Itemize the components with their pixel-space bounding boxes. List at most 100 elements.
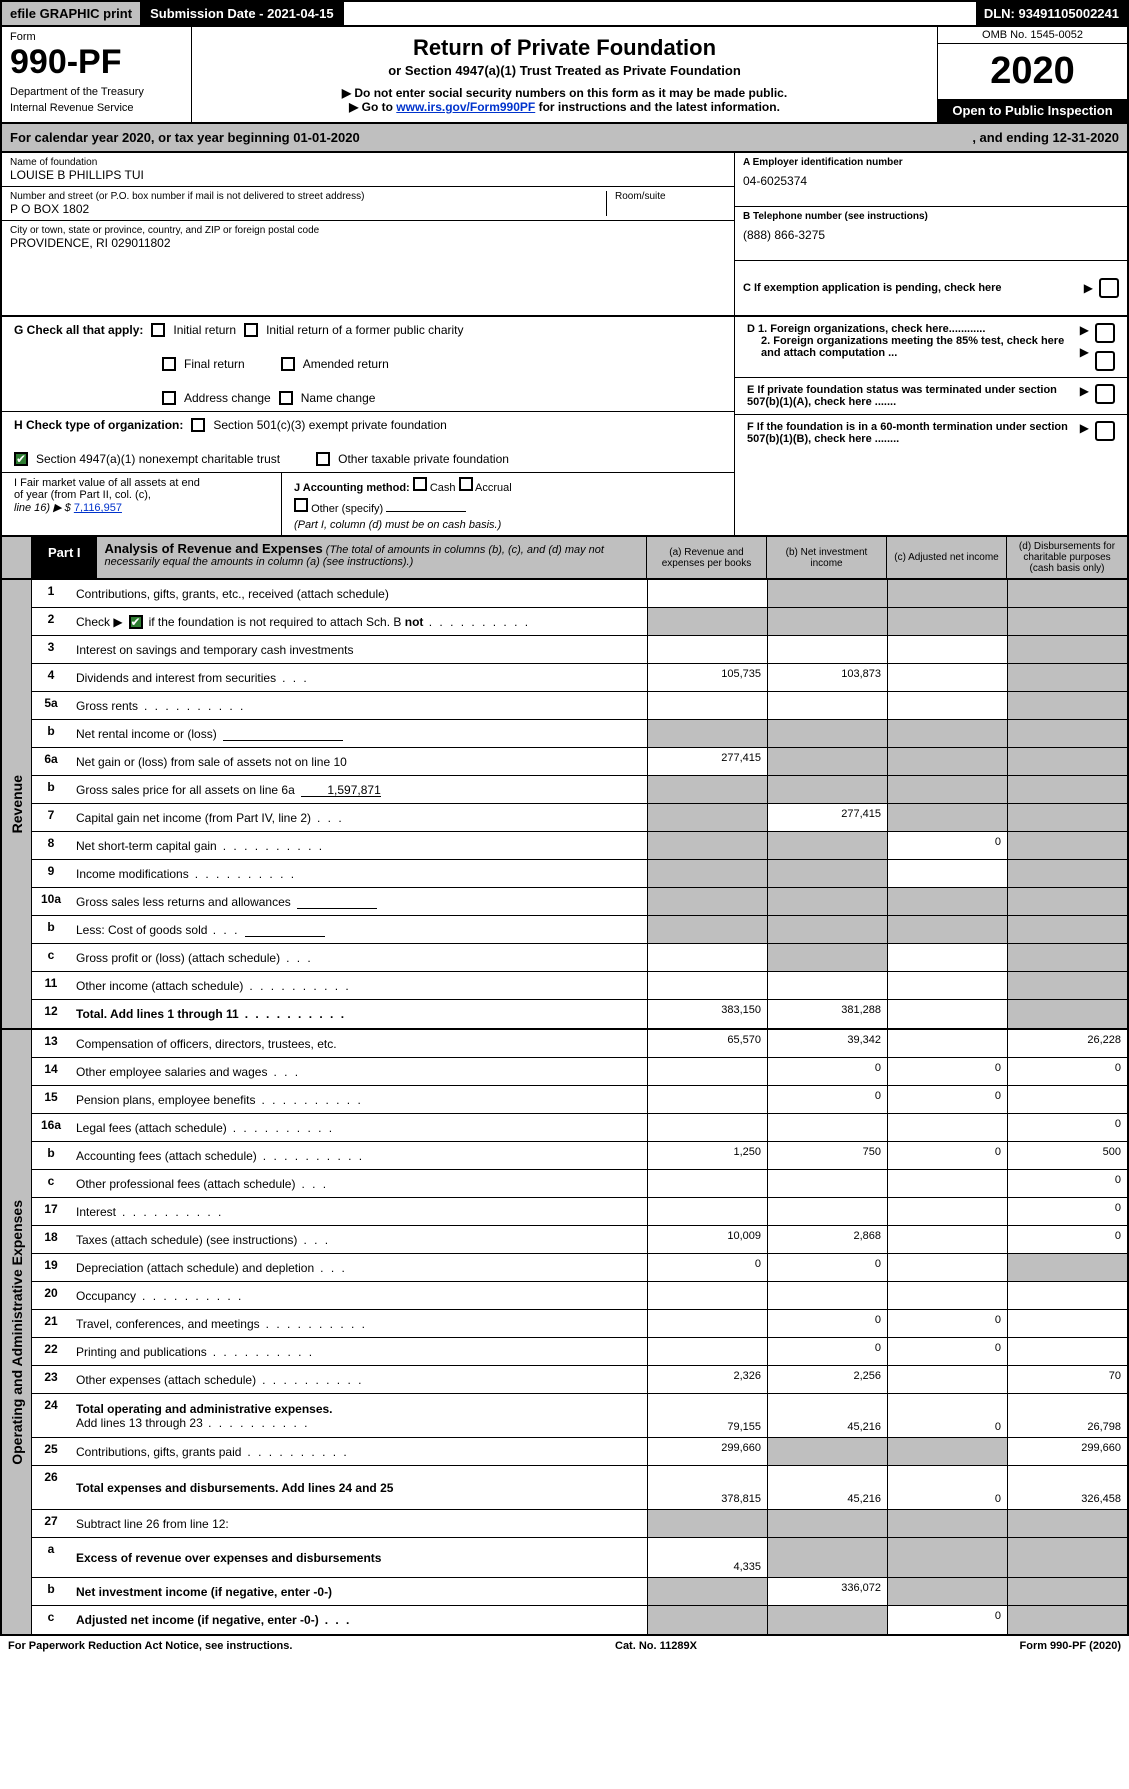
cal-year-begin: For calendar year 2020, or tax year begi… [10, 130, 972, 145]
exemption-checkbox[interactable] [1099, 278, 1119, 298]
501c3-checkbox[interactable] [191, 418, 205, 432]
exemption-pending-label: C If exemption application is pending, c… [743, 282, 1078, 294]
r8-c: 0 [887, 832, 1007, 859]
d2-checkbox[interactable] [1095, 351, 1115, 371]
ein-value: 04-6025374 [743, 174, 1119, 188]
r16b-d: 500 [1007, 1142, 1127, 1169]
r6a-a: 277,415 [647, 748, 767, 775]
final-return-checkbox[interactable] [162, 357, 176, 371]
city-label: City or town, state or province, country… [10, 225, 726, 236]
opt-other-method: Other (specify) [311, 503, 383, 515]
e-checkbox[interactable] [1095, 384, 1115, 404]
row-5b: Net rental income or (loss) [70, 720, 647, 747]
r13-a: 65,570 [647, 1030, 767, 1057]
calendar-year-row: For calendar year 2020, or tax year begi… [0, 124, 1129, 153]
form-prefix: Form [10, 31, 183, 43]
fmv-amount: 7,116,957 [74, 502, 122, 514]
opt-initial-former: Initial return of a former public charit… [266, 323, 463, 337]
row-24: Total operating and administrative expen… [70, 1394, 647, 1437]
r13-d: 26,228 [1007, 1030, 1127, 1057]
opt-amended-return: Amended return [303, 357, 389, 371]
r12-a: 383,150 [647, 1000, 767, 1028]
r27a-a: 4,335 [647, 1538, 767, 1577]
phone-label: B Telephone number (see instructions) [743, 211, 1119, 222]
arrow-icon: ▶ [1080, 345, 1089, 359]
r19-a: 0 [647, 1254, 767, 1281]
r18-a: 10,009 [647, 1226, 767, 1253]
d1-label: D 1. Foreign organizations, check here..… [747, 323, 985, 335]
opt-accrual: Accrual [475, 482, 512, 494]
col-a-header: (a) Revenue and expenses per books [647, 537, 767, 578]
r4-b: 103,873 [767, 664, 887, 691]
j-label: J Accounting method: [294, 482, 410, 494]
efile-print-button[interactable]: efile GRAPHIC print [2, 2, 142, 25]
r26-b: 45,216 [767, 1466, 887, 1509]
opt-cash: Cash [430, 482, 456, 494]
g-label: G Check all that apply: [14, 323, 143, 337]
sch-b-checkbox[interactable]: ✔ [129, 615, 143, 629]
r24-b: 45,216 [767, 1394, 887, 1437]
r12-b: 381,288 [767, 1000, 887, 1028]
form-number: 990-PF [10, 43, 183, 82]
address-change-checkbox[interactable] [162, 391, 176, 405]
r17-d: 0 [1007, 1198, 1127, 1225]
row-20: Occupancy [70, 1282, 647, 1309]
row-14: Other employee salaries and wages [70, 1058, 647, 1085]
row-11: Other income (attach schedule) [70, 972, 647, 999]
initial-return-checkbox[interactable] [151, 323, 165, 337]
irs-link[interactable]: www.irs.gov/Form990PF [396, 100, 535, 114]
r14-c: 0 [887, 1058, 1007, 1085]
phone-value: (888) 866-3275 [743, 228, 1119, 242]
row-18: Taxes (attach schedule) (see instruction… [70, 1226, 647, 1253]
row-13: Compensation of officers, directors, tru… [70, 1030, 647, 1057]
r21-b: 0 [767, 1310, 887, 1337]
fmv-label-2: of year (from Part II, col. (c), [14, 489, 269, 501]
tax-year: 2020 [938, 44, 1127, 99]
city-state-zip: PROVIDENCE, RI 029011802 [10, 236, 726, 250]
row-22: Printing and publications [70, 1338, 647, 1365]
row-7: Capital gain net income (from Part IV, l… [70, 804, 647, 831]
r26-a: 378,815 [647, 1466, 767, 1509]
r18-d: 0 [1007, 1226, 1127, 1253]
foundation-name: LOUISE B PHILLIPS TUI [10, 168, 726, 182]
other-method-checkbox[interactable] [294, 498, 308, 512]
row-10c: Gross profit or (loss) (attach schedule) [70, 944, 647, 971]
dept-treasury: Department of the Treasury [10, 86, 183, 98]
r23-a: 2,326 [647, 1366, 767, 1393]
r23-b: 2,256 [767, 1366, 887, 1393]
r27c-c: 0 [887, 1606, 1007, 1634]
accrual-checkbox[interactable] [459, 477, 473, 491]
room-label: Room/suite [615, 191, 726, 202]
r13-b: 39,342 [767, 1030, 887, 1057]
footer-right: Form 990-PF (2020) [1020, 1640, 1121, 1652]
other-taxable-checkbox[interactable] [316, 452, 330, 466]
f-checkbox[interactable] [1095, 421, 1115, 441]
row-19: Depreciation (attach schedule) and deple… [70, 1254, 647, 1281]
opt-initial-return: Initial return [173, 323, 236, 337]
r27b-b: 336,072 [767, 1578, 887, 1605]
row-2: Check ▶ ✔ if the foundation is not requi… [70, 608, 647, 635]
form-title: Return of Private Foundation [200, 35, 929, 61]
r22-b: 0 [767, 1338, 887, 1365]
f-label: F If the foundation is in a 60-month ter… [747, 421, 1074, 445]
h-label: H Check type of organization: [14, 418, 183, 432]
footer-left: For Paperwork Reduction Act Notice, see … [8, 1640, 292, 1652]
initial-former-checkbox[interactable] [244, 323, 258, 337]
row-4: Dividends and interest from securities [70, 664, 647, 691]
cal-year-end: , and ending 12-31-2020 [972, 130, 1119, 145]
4947a1-checkbox[interactable]: ✔ [14, 452, 28, 466]
d1-checkbox[interactable] [1095, 323, 1115, 343]
name-change-checkbox[interactable] [279, 391, 293, 405]
r4-a: 105,735 [647, 664, 767, 691]
r15-c: 0 [887, 1086, 1007, 1113]
row-17: Interest [70, 1198, 647, 1225]
irs-label: Internal Revenue Service [10, 102, 183, 114]
r26-d: 326,458 [1007, 1466, 1127, 1509]
row-27: Subtract line 26 from line 12: [70, 1510, 647, 1537]
r23-d: 70 [1007, 1366, 1127, 1393]
amended-return-checkbox[interactable] [281, 357, 295, 371]
open-to-public: Open to Public Inspection [938, 99, 1127, 122]
cash-checkbox[interactable] [413, 477, 427, 491]
row-10a: Gross sales less returns and allowances [70, 888, 647, 915]
row-23: Other expenses (attach schedule) [70, 1366, 647, 1393]
